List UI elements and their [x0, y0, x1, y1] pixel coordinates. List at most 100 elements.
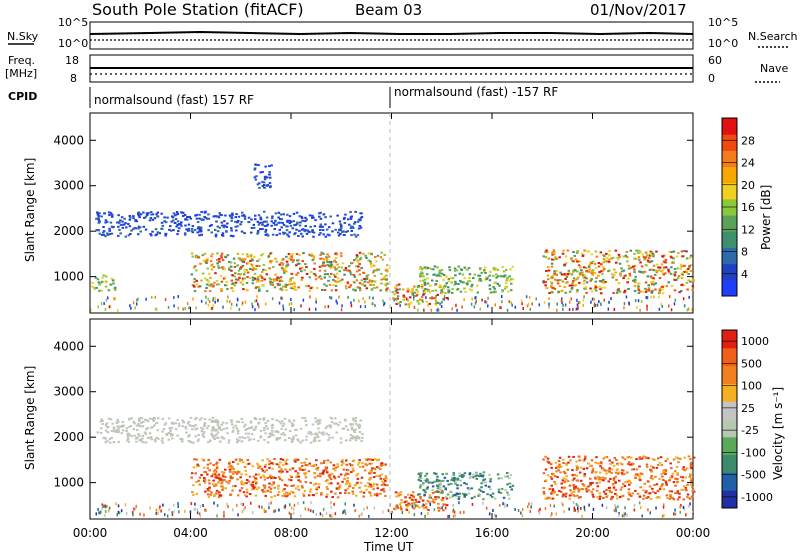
range-gate-cell: [136, 302, 138, 306]
range-gate-cell: [638, 477, 641, 480]
range-gate-cell: [180, 224, 183, 227]
range-gate-cell: [380, 464, 383, 467]
range-gate-cell: [589, 287, 592, 290]
range-gate-cell: [605, 488, 608, 491]
range-gate-cell: [661, 304, 663, 308]
range-gate-cell: [511, 484, 515, 487]
range-gate-cell: [300, 304, 302, 308]
range-gate-cell: [553, 480, 556, 483]
range-gate-cell: [144, 418, 147, 421]
range-gate-cell: [374, 304, 376, 308]
range-gate-cell: [602, 261, 605, 264]
range-gate-cell: [207, 229, 210, 232]
range-gate-cell: [686, 484, 689, 486]
range-gate-cell: [286, 213, 289, 216]
range-gate-cell: [282, 223, 286, 226]
range-gate-cell: [626, 513, 628, 517]
y-tick-label: 4000: [53, 133, 84, 147]
range-gate-cell: [251, 259, 254, 262]
range-gate-cell: [400, 507, 403, 510]
range-gate-cell: [572, 251, 575, 253]
range-gate-cell: [450, 476, 454, 479]
range-gate-cell: [547, 278, 550, 281]
range-gate-cell: [412, 501, 415, 505]
range-gate-cell: [207, 441, 210, 444]
range-gate-cell: [314, 219, 317, 222]
range-gate-cell: [284, 504, 287, 508]
range-gate-cell: [321, 225, 324, 228]
range-gate-cell: [211, 306, 213, 310]
range-gate-cell: [268, 435, 272, 438]
range-gate-cell: [204, 490, 207, 493]
range-gate-cell: [240, 459, 243, 461]
range-gate-cell: [442, 479, 445, 482]
range-gate-cell: [244, 428, 247, 431]
range-gate-cell: [310, 254, 313, 257]
range-gate-cell: [155, 422, 158, 425]
range-gate-cell: [177, 502, 179, 506]
range-gate-cell: [245, 428, 249, 430]
range-gate-cell: [244, 473, 248, 476]
range-gate-cell: [640, 265, 644, 268]
range-gate-cell: [368, 514, 370, 518]
range-gate-cell: [260, 276, 264, 279]
range-gate-cell: [638, 258, 641, 261]
range-gate-cell: [261, 459, 264, 462]
range-gate-cell: [441, 300, 443, 304]
nsky-trace: [89, 30, 694, 36]
range-gate-cell: [296, 472, 300, 475]
range-gate-cell: [475, 474, 479, 477]
range-gate-cell: [265, 273, 269, 276]
range-gate-cell: [551, 291, 554, 294]
range-gate-cell: [643, 258, 646, 261]
range-gate-cell: [263, 484, 266, 487]
range-gate-cell: [187, 440, 190, 442]
range-gate-cell: [676, 267, 679, 270]
range-gate-cell: [297, 501, 299, 505]
range-gate-cell: [418, 267, 422, 270]
range-gate-cell: [385, 274, 388, 277]
range-gate-cell: [225, 480, 228, 483]
range-gate-cell: [124, 235, 127, 238]
range-gate-cell: [583, 473, 586, 475]
range-gate-cell: [360, 279, 363, 282]
range-gate-cell: [164, 221, 168, 224]
range-gate-cell: [268, 460, 271, 463]
range-gate-cell: [326, 260, 329, 263]
range-gate-cell: [669, 462, 672, 465]
range-gate-cell: [565, 275, 568, 278]
range-gate-cell: [422, 507, 426, 510]
range-gate-cell: [101, 507, 103, 510]
range-gate-cell: [267, 436, 270, 439]
range-gate-cell: [228, 266, 231, 269]
range-gate-cell: [395, 504, 397, 508]
range-gate-cell: [241, 283, 245, 286]
range-gate-cell: [235, 213, 238, 216]
range-gate-cell: [321, 264, 324, 267]
range-gate-cell: [434, 283, 438, 285]
range-gate-cell: [638, 465, 641, 468]
range-gate-cell: [127, 223, 130, 225]
range-gate-cell: [467, 280, 470, 283]
range-gate-cell: [304, 464, 307, 466]
range-gate-cell: [353, 298, 355, 302]
range-gate-cell: [655, 269, 659, 272]
range-gate-cell: [172, 219, 175, 222]
range-gate-cell: [371, 280, 374, 283]
range-gate-cell: [305, 424, 308, 427]
range-gate-cell: [337, 424, 340, 427]
range-gate-cell: [133, 507, 135, 511]
range-gate-cell: [561, 495, 564, 498]
range-gate-cell: [563, 273, 566, 276]
colorbar-swatch: [722, 247, 737, 265]
range-gate-cell: [551, 275, 554, 278]
range-gate-cell: [335, 267, 339, 270]
range-gate-cell: [224, 475, 227, 478]
range-gate-cell: [342, 230, 345, 233]
range-gate-cell: [146, 436, 150, 439]
range-gate-cell: [612, 478, 615, 481]
range-gate-cell: [334, 275, 337, 278]
range-gate-cell: [546, 460, 549, 463]
range-gate-cell: [121, 425, 124, 428]
range-gate-cell: [300, 217, 304, 219]
